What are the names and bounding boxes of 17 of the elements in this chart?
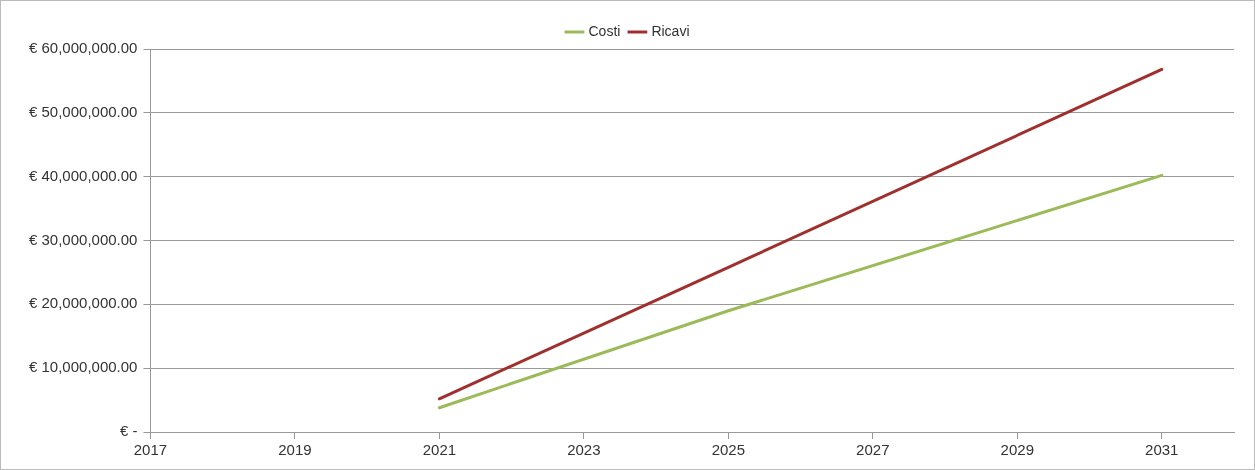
y-tick-label: € 10,000,000.00 — [29, 358, 138, 376]
x-tick-label: 2031 — [1145, 441, 1179, 459]
x-tick-label: 2025 — [711, 441, 746, 459]
legend-label: Ricavi — [651, 22, 690, 39]
x-tick-label: 2029 — [1000, 441, 1034, 459]
x-tick-label: 2027 — [856, 441, 890, 459]
x-tick-label: 2017 — [133, 441, 168, 459]
x-tick-label: 2023 — [567, 441, 601, 459]
x-tick-label: 2019 — [278, 441, 312, 459]
y-tick-label: € 20,000,000.00 — [29, 294, 138, 312]
y-tick-label: € 60,000,000.00 — [29, 39, 138, 57]
y-tick-label: € 30,000,000.00 — [29, 230, 138, 248]
y-tick-label: € 40,000,000.00 — [29, 166, 138, 184]
x-tick-label: 2021 — [422, 441, 457, 459]
y-tick-label: € - — [119, 422, 138, 440]
legend-label: Costi — [588, 22, 621, 39]
y-tick-label: € 50,000,000.00 — [29, 102, 138, 120]
